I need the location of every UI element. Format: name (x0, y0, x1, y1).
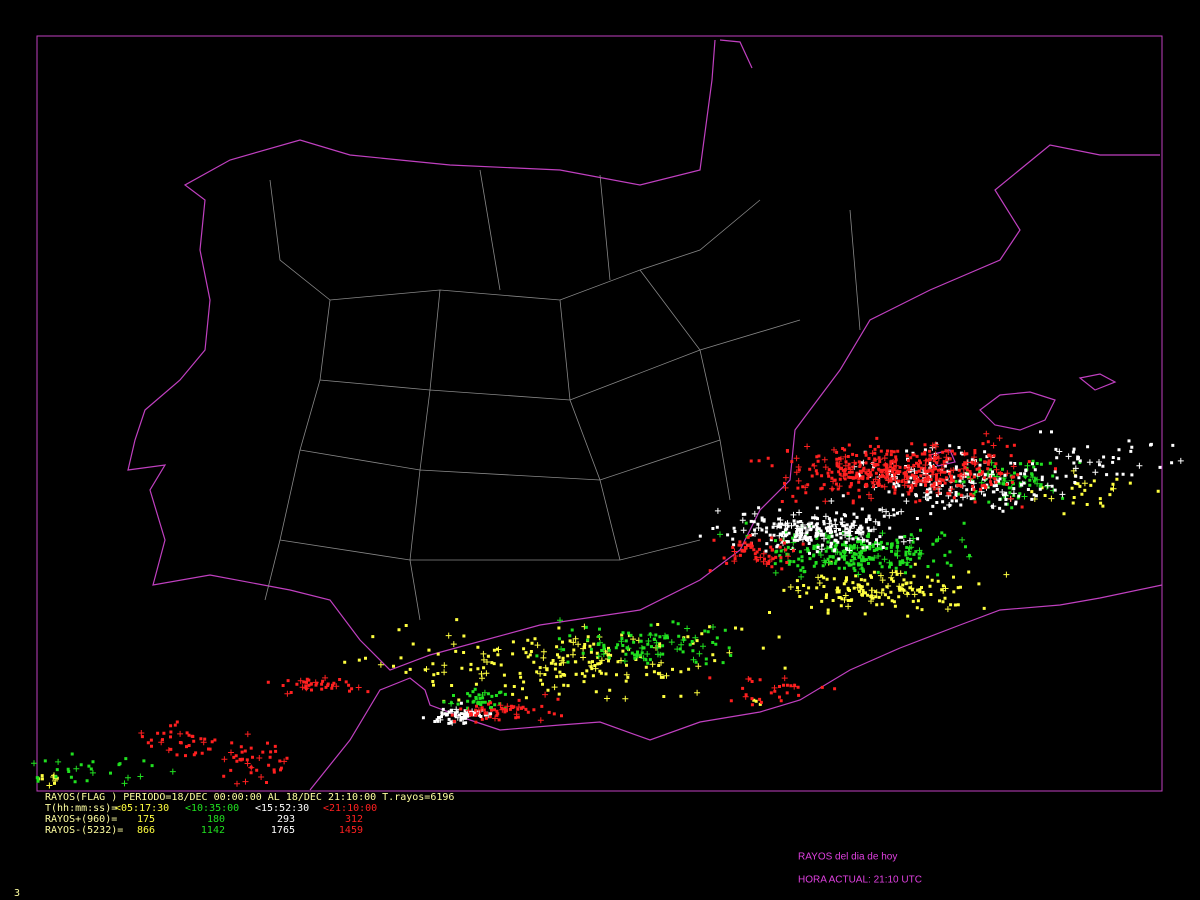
province-borders (264, 169, 861, 621)
period-value: <05:17:30 (115, 803, 169, 814)
legend: RAYOS(FLAG ) PERIODO=18/DEC 00:00:00 AL … (45, 792, 454, 836)
coastline (127, 39, 1160, 671)
negative-count: 1765 (271, 825, 295, 836)
period-value: <21:10:00 (323, 803, 377, 814)
positive-label: RAYOS+(960)= (45, 814, 117, 825)
positive-count: 293 (277, 814, 295, 825)
strike-group (31, 458, 1082, 787)
periods-label: T(hh:mm:ss)= (45, 803, 117, 814)
period-value: <10:35:00 (185, 803, 239, 814)
negative-count: 1459 (339, 825, 363, 836)
map-frame (36, 35, 1163, 792)
negative-count: 866 (137, 825, 155, 836)
positive-count: 175 (137, 814, 155, 825)
page-number: 3 (14, 888, 20, 899)
africa-coastline (309, 584, 1163, 791)
summary-line: RAYOS(FLAG ) PERIODO=18/DEC 00:00:00 AL … (45, 792, 454, 803)
footer-time: HORA ACTUAL: 21:10 UTC (798, 875, 922, 886)
negative-count: 1142 (201, 825, 225, 836)
period-value: <15:52:30 (255, 803, 309, 814)
balearic-islands (928, 373, 1117, 467)
strike-group (421, 430, 1184, 726)
lightning-strikes (31, 430, 1184, 789)
footer-title: RAYOS del dia de hoy (798, 852, 897, 863)
negative-label: RAYOS-(5232)= (45, 825, 123, 836)
strike-group (138, 430, 1057, 787)
positive-count: 180 (207, 814, 225, 825)
positive-count: 312 (345, 814, 363, 825)
